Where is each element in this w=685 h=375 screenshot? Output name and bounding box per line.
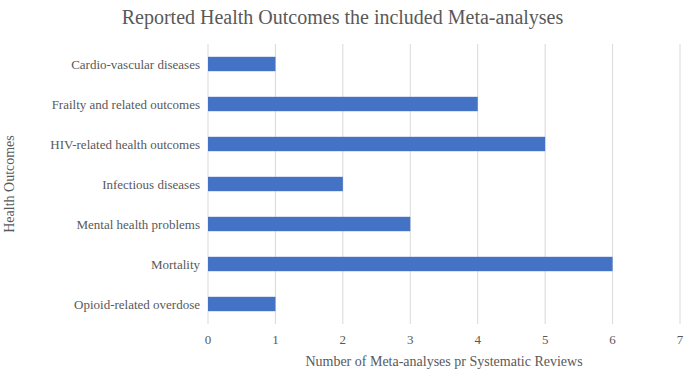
- y-axis-label: Health Outcomes: [2, 135, 17, 233]
- bars: [208, 57, 613, 311]
- tick-label: 6: [609, 332, 616, 347]
- chart-title: Reported Health Outcomes the included Me…: [122, 6, 564, 29]
- grid-line: [680, 44, 681, 324]
- category-label: Mortality: [151, 257, 201, 272]
- chart-svg: Reported Health Outcomes the included Me…: [0, 0, 685, 375]
- tick-label: 3: [407, 332, 414, 347]
- category-label: Mental health problems: [77, 217, 200, 232]
- bar: [208, 57, 275, 71]
- chart-root: Reported Health Outcomes the included Me…: [0, 0, 685, 375]
- bar: [208, 257, 613, 271]
- bar: [208, 177, 343, 191]
- bar: [208, 97, 478, 111]
- bar: [208, 297, 275, 311]
- category-label: Frailty and related outcomes: [52, 97, 200, 112]
- grid-line: [477, 44, 478, 324]
- grid-line: [545, 44, 546, 324]
- category-label: Infectious diseases: [102, 177, 200, 192]
- bar: [208, 217, 410, 231]
- category-label: HIV-related health outcomes: [50, 137, 200, 152]
- tick-label: 5: [542, 332, 549, 347]
- bar: [208, 137, 545, 151]
- category-label: Cardio-vascular diseases: [71, 57, 200, 72]
- tick-label: 4: [474, 332, 481, 347]
- x-axis-label: Number of Meta-analyses pr Systematic Re…: [305, 354, 582, 369]
- category-label: Opioid-related overdose: [74, 297, 200, 312]
- grid-line: [410, 44, 411, 324]
- tick-label: 7: [677, 332, 684, 347]
- grid: [208, 44, 680, 324]
- tick-label: 2: [340, 332, 347, 347]
- grid-line: [612, 44, 613, 324]
- tick-label: 1: [272, 332, 279, 347]
- tick-label: 0: [205, 332, 212, 347]
